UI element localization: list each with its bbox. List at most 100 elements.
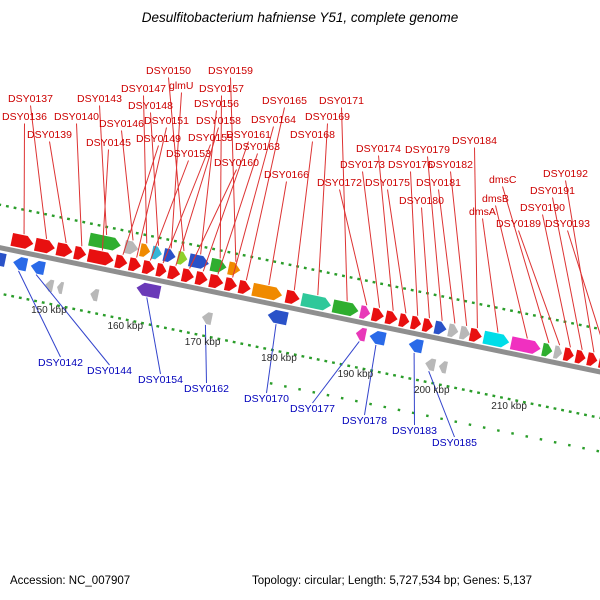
gene-arrow-DSY0176[interactable] xyxy=(409,315,422,331)
gene-arrow-gene-rev-e[interactable] xyxy=(438,360,448,374)
gene-label-DSY0193[interactable]: DSY0193 xyxy=(545,218,590,230)
gene-arrow-DSY0145[interactable] xyxy=(86,248,115,267)
gene-label-DSY0147[interactable]: DSY0147 xyxy=(121,83,166,95)
gene-arrow-DSY0184[interactable] xyxy=(468,327,483,343)
gene-label-DSY0162[interactable]: DSY0162 xyxy=(184,383,229,395)
gene-label-DSY0160[interactable]: DSY0160 xyxy=(214,157,259,169)
gene-arrow-DSY0172[interactable] xyxy=(359,305,371,320)
gene-label-dmsC[interactable]: dmsC xyxy=(489,174,517,186)
gene-arrow-DSY0137[interactable] xyxy=(33,237,56,255)
gene-arrow-DSY0169[interactable] xyxy=(300,293,332,312)
gene-label-DSY0158[interactable]: DSY0158 xyxy=(196,115,241,127)
gene-arrow-DSY0153[interactable] xyxy=(141,260,156,275)
gene-arrow-DSY0173[interactable] xyxy=(370,307,385,323)
gene-arrow-DSY0185[interactable] xyxy=(424,357,437,372)
gene-arrow-DSY0136[interactable] xyxy=(10,233,34,250)
gene-arrow-DSY0163[interactable] xyxy=(208,273,224,290)
gene-arrow-DSY0175[interactable] xyxy=(398,313,410,328)
gene-label-DSY0174[interactable]: DSY0174 xyxy=(356,143,401,155)
gene-label-DSY0169[interactable]: DSY0169 xyxy=(305,111,350,123)
gene-label-DSY0191[interactable]: DSY0191 xyxy=(530,185,575,197)
gene-arrow-gene-rev-a[interactable] xyxy=(0,251,7,267)
gene-label-DSY0161[interactable]: DSY0161 xyxy=(226,129,271,141)
gene-arrow-DSY0190[interactable] xyxy=(562,347,575,362)
gene-arrow-dmsA[interactable] xyxy=(482,330,510,349)
gene-arrow-DSY0154[interactable] xyxy=(135,281,162,299)
gene-label-DSY0149[interactable]: DSY0149 xyxy=(136,133,181,145)
gene-label-DSY0189[interactable]: DSY0189 xyxy=(496,218,541,230)
gene-label-DSY0168[interactable]: DSY0168 xyxy=(290,129,335,141)
gene-label-DSY0180[interactable]: DSY0180 xyxy=(399,195,444,207)
gene-arrow-DSY0147[interactable] xyxy=(139,243,151,258)
gene-label-DSY0175[interactable]: DSY0175 xyxy=(365,177,410,189)
gene-arrow-gene-rev-c[interactable] xyxy=(56,281,65,295)
gene-label-DSY0164[interactable]: DSY0164 xyxy=(251,114,296,126)
gene-arrow-DSY0191[interactable] xyxy=(574,349,586,365)
gene-label-DSY0155[interactable]: DSY0155 xyxy=(188,132,233,144)
gene-label-DSY0154[interactable]: DSY0154 xyxy=(138,374,183,386)
gene-arrow-DSY0143[interactable] xyxy=(88,232,122,252)
gene-arrow-DSY0166[interactable] xyxy=(251,282,283,302)
gene-arrow-DSY0192[interactable] xyxy=(586,352,598,367)
gene-arrow-DSY0177[interactable] xyxy=(355,327,368,342)
gene-label-DSY0146[interactable]: DSY0146 xyxy=(99,118,144,130)
gene-label-DSY0192[interactable]: DSY0192 xyxy=(543,168,588,180)
gene-arrow-DSY0139[interactable] xyxy=(55,242,73,258)
gene-label-DSY0172[interactable]: DSY0172 xyxy=(317,177,362,189)
gene-arrow-DSY0162[interactable] xyxy=(201,311,213,325)
gene-arrow-DSY0160[interactable] xyxy=(180,268,195,283)
gene-arrow-DSY0161[interactable] xyxy=(194,271,209,286)
gene-arrow-DSY0170[interactable] xyxy=(266,308,289,326)
gene-arrow-DSY0168[interactable] xyxy=(284,289,301,306)
gene-arrow-DSY0189[interactable] xyxy=(552,345,563,359)
gene-arrow-DSY0146[interactable] xyxy=(123,240,139,256)
gene-arrow-DSY0181[interactable] xyxy=(447,323,459,338)
gene-arrow-DSY0144[interactable] xyxy=(29,259,46,275)
gene-arrow-gene-rev-d[interactable] xyxy=(89,288,100,302)
gene-label-DSY0181[interactable]: DSY0181 xyxy=(416,177,461,189)
gene-arrow-DSY0156[interactable] xyxy=(187,253,210,270)
gene-arrow-DSY0142[interactable] xyxy=(12,256,29,272)
gene-arrow-DSY0159[interactable] xyxy=(227,261,241,277)
gene-label-DSY0139[interactable]: DSY0139 xyxy=(27,129,72,141)
gene-label-DSY0143[interactable]: DSY0143 xyxy=(77,93,122,105)
gene-arrow-DSY0183[interactable] xyxy=(407,338,424,354)
gene-arrow-dmsB[interactable] xyxy=(509,336,542,355)
gene-label-glmU[interactable]: glmU xyxy=(169,80,194,92)
gene-label-DSY0151[interactable]: DSY0151 xyxy=(144,115,189,127)
gene-label-DSY0171[interactable]: DSY0171 xyxy=(319,95,364,107)
gene-label-dmsA[interactable]: dmsA xyxy=(469,206,496,218)
gene-arrow-glmU[interactable] xyxy=(162,248,177,263)
gene-label-DSY0156[interactable]: DSY0156 xyxy=(194,98,239,110)
gene-label-DSY0142[interactable]: DSY0142 xyxy=(38,357,83,369)
gene-label-DSY0178[interactable]: DSY0178 xyxy=(342,415,387,427)
gene-label-DSY0183[interactable]: DSY0183 xyxy=(392,425,437,437)
gene-label-DSY0140[interactable]: DSY0140 xyxy=(54,111,99,123)
gene-arrow-DSY0148[interactable] xyxy=(150,245,163,261)
gene-label-DSY0165[interactable]: DSY0165 xyxy=(262,95,307,107)
gene-arrow-DSY0180[interactable] xyxy=(421,318,434,333)
gene-arrow-dmsC[interactable] xyxy=(541,342,553,358)
gene-label-DSY0163[interactable]: DSY0163 xyxy=(235,141,280,153)
gene-label-DSY0182[interactable]: DSY0182 xyxy=(428,159,473,171)
gene-arrow-DSY0174[interactable] xyxy=(384,310,399,325)
gene-label-DSY0185[interactable]: DSY0185 xyxy=(432,437,477,449)
gene-label-DSY0145[interactable]: DSY0145 xyxy=(86,137,131,149)
gene-label-DSY0159[interactable]: DSY0159 xyxy=(208,65,253,77)
gene-label-DSY0190[interactable]: DSY0190 xyxy=(520,202,565,214)
gene-arrow-DSY0179[interactable] xyxy=(433,320,447,336)
gene-label-DSY0166[interactable]: DSY0166 xyxy=(264,169,309,181)
gene-label-DSY0136[interactable]: DSY0136 xyxy=(2,111,47,123)
gene-label-DSY0157[interactable]: DSY0157 xyxy=(199,83,244,95)
gene-label-DSY0170[interactable]: DSY0170 xyxy=(244,393,289,405)
gene-label-dmsB[interactable]: dmsB xyxy=(482,193,509,205)
gene-arrow-DSY0165[interactable] xyxy=(237,280,252,295)
gene-arrow-DSY0164[interactable] xyxy=(223,277,238,292)
gene-label-DSY0144[interactable]: DSY0144 xyxy=(87,365,132,377)
gene-arrow-DSY0140[interactable] xyxy=(73,245,87,261)
gene-arrow-DSY0158[interactable] xyxy=(167,265,181,280)
gene-arrow-DSY0182[interactable] xyxy=(458,325,471,341)
gene-label-DSY0153[interactable]: DSY0153 xyxy=(166,148,211,160)
gene-label-DSY0177[interactable]: DSY0177 xyxy=(290,403,335,415)
gene-label-DSY0137[interactable]: DSY0137 xyxy=(8,93,53,105)
